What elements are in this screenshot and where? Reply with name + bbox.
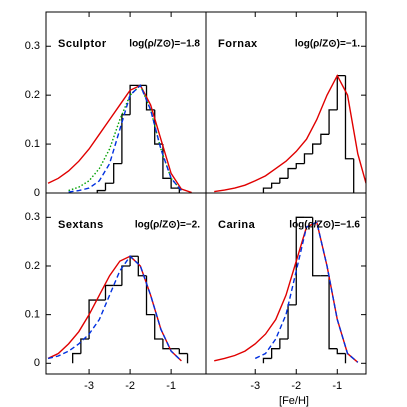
panel-frame: [205, 192, 367, 375]
annotation: log(ρ/Z⊙)=−1.: [295, 39, 360, 50]
histogram-step: [121, 265, 131, 286]
x-tick-label: -2: [125, 380, 135, 392]
y-tick-label: 0.2: [25, 89, 40, 101]
histogram-step: [154, 314, 163, 340]
y-tick-label: 0.1: [25, 309, 40, 321]
model-curve: [47, 84, 192, 193]
panel: [214, 216, 359, 364]
histogram-step: [178, 348, 188, 355]
histogram-step: [287, 304, 297, 339]
y-tick-label: 0.2: [25, 260, 40, 272]
x-axis-label: [Fe/H]: [279, 395, 309, 407]
histogram-step: [113, 162, 122, 184]
model-curve: [68, 84, 182, 193]
model-curve: [68, 84, 182, 192]
y-tick-label: 0: [34, 357, 40, 369]
histogram-step: [104, 182, 114, 191]
x-tick-label: -2: [291, 380, 301, 392]
x-tick-label: -3: [84, 380, 94, 392]
histogram-step: [96, 189, 106, 193]
histogram-step: [145, 275, 155, 316]
y-tick-label: 0.3: [25, 211, 40, 223]
y-tick-label: 0.3: [25, 40, 40, 52]
histogram-step: [328, 109, 338, 135]
model-curve: [254, 221, 359, 363]
histogram-step: [279, 177, 289, 184]
panel: [47, 84, 192, 193]
y-tick-label: 0.1: [25, 138, 40, 150]
histogram-step: [80, 338, 90, 354]
histogram-step: [162, 338, 172, 350]
histogram-step: [312, 143, 321, 154]
histogram-step: [262, 187, 272, 193]
histogram-step: [170, 178, 180, 189]
panel-title: Sculptor: [58, 38, 107, 50]
model-curve: [214, 221, 359, 363]
model-curve: [214, 74, 366, 193]
y-tick-label: 0: [34, 187, 40, 199]
panel: [47, 255, 189, 364]
x-tick-label: -3: [250, 380, 260, 392]
x-tick-label: -1: [332, 380, 342, 392]
histogram-step: [320, 133, 330, 145]
histogram-step: [270, 348, 280, 359]
panel-title: Fornax: [218, 38, 258, 50]
histogram-step: [104, 284, 114, 301]
histogram-step: [129, 84, 139, 115]
annotation: log(ρ/Z⊙)=−1.6: [289, 220, 360, 231]
histogram-step: [295, 162, 305, 169]
histogram-step: [279, 338, 289, 349]
histogram-step: [328, 275, 338, 350]
histogram-step: [287, 167, 297, 179]
histogram-step: [344, 75, 354, 160]
model-curve: [47, 255, 182, 362]
histogram-step: [312, 217, 321, 277]
annotation: log(ρ/Z⊙)=−2.: [135, 220, 200, 231]
histogram-step: [303, 153, 313, 164]
histogram-step: [72, 352, 81, 364]
panel: [214, 74, 366, 193]
histogram-step: [336, 348, 346, 355]
model-curve: [47, 255, 182, 362]
panel-title: Carina: [218, 219, 256, 231]
histogram-step: [270, 182, 280, 189]
histogram-step: [88, 299, 98, 339]
histogram-step: [336, 74, 346, 110]
annotation: log(ρ/Z⊙)=−1.8: [129, 39, 200, 50]
panel-title: Sextans: [58, 219, 104, 231]
histogram-step: [295, 216, 305, 305]
x-tick-label: -1: [166, 380, 176, 392]
histogram-step: [121, 114, 131, 164]
histogram-step: [262, 357, 272, 364]
